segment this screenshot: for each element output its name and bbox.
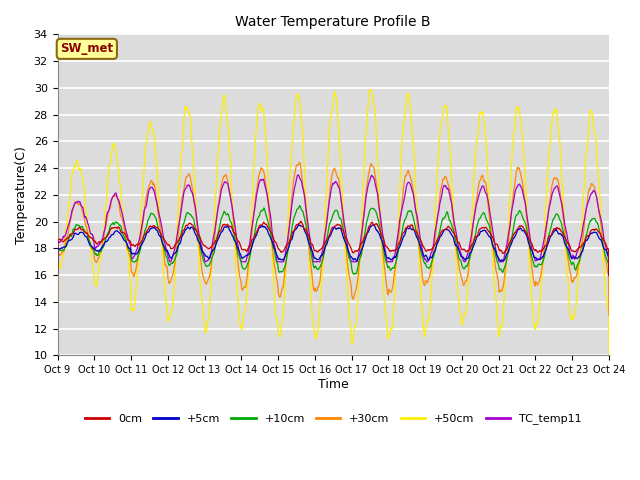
Y-axis label: Temperature(C): Temperature(C) <box>15 146 28 244</box>
X-axis label: Time: Time <box>318 378 349 391</box>
Text: SW_met: SW_met <box>60 42 113 55</box>
Legend: 0cm, +5cm, +10cm, +30cm, +50cm, TC_temp11: 0cm, +5cm, +10cm, +30cm, +50cm, TC_temp1… <box>81 409 586 429</box>
Title: Water Temperature Profile B: Water Temperature Profile B <box>236 15 431 29</box>
